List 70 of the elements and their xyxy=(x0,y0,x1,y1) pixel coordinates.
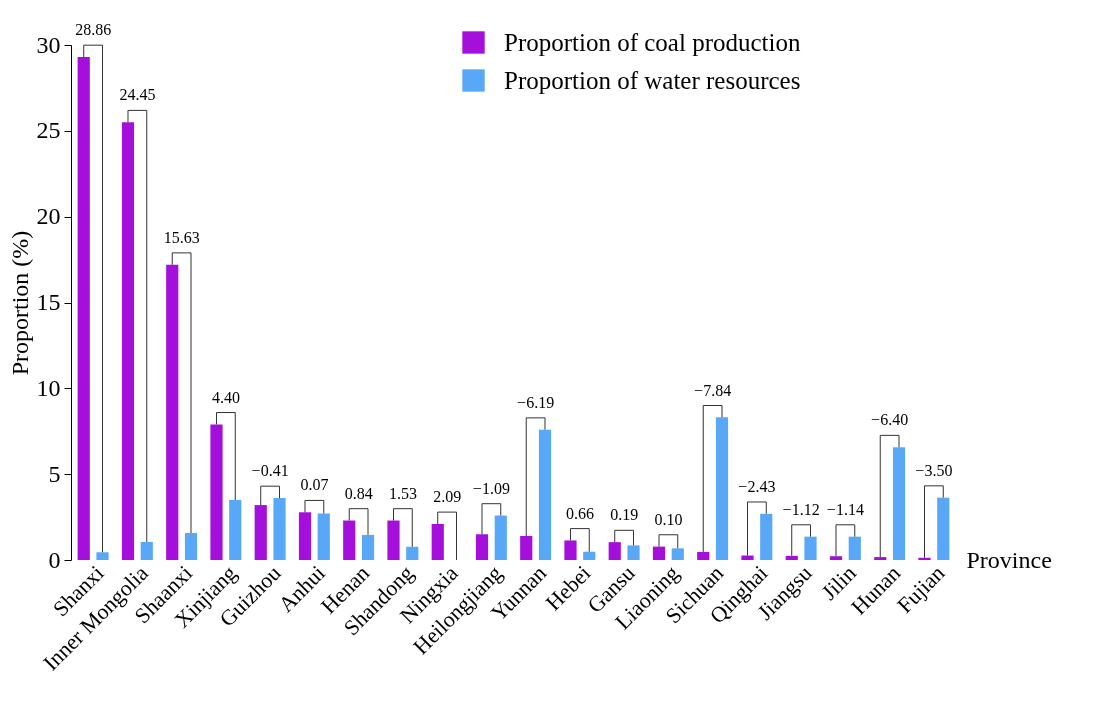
bar xyxy=(406,546,419,560)
bar xyxy=(829,556,843,560)
y-tick-label: 25 xyxy=(36,117,61,144)
bar xyxy=(715,417,729,560)
bar xyxy=(892,447,906,560)
legend-label: Proportion of coal production xyxy=(504,28,801,56)
bar xyxy=(273,498,286,560)
legend-label: Proportion of water resources xyxy=(504,66,801,94)
y-tick-label: 10 xyxy=(36,374,61,401)
bar xyxy=(317,513,330,560)
annotation: −3.50 xyxy=(915,461,953,479)
bar xyxy=(77,57,90,560)
bar xyxy=(96,552,109,560)
bar xyxy=(210,424,223,560)
bar xyxy=(166,264,179,560)
bar xyxy=(361,534,375,560)
y-tick-label: 15 xyxy=(36,289,61,315)
bar xyxy=(608,542,621,560)
y-axis-title: Proportion (%) xyxy=(6,230,33,376)
annotation: −6.40 xyxy=(871,411,909,429)
annotation: 24.45 xyxy=(119,86,156,104)
bar xyxy=(785,555,798,560)
x-axis-title: Province xyxy=(966,546,1052,573)
bar xyxy=(494,515,507,560)
annotation: 1.53 xyxy=(388,484,417,502)
annotation: −1.14 xyxy=(826,500,864,518)
y-tick-label: 5 xyxy=(48,460,61,487)
annotation: 4.40 xyxy=(211,388,240,406)
bar xyxy=(937,497,950,560)
bar xyxy=(564,540,577,560)
annotation: −0.41 xyxy=(251,462,289,480)
bar xyxy=(520,535,533,560)
y-tick-label: 0 xyxy=(48,546,61,573)
annotation: 0.10 xyxy=(654,510,683,528)
bar xyxy=(848,536,861,560)
bar xyxy=(229,499,242,560)
bar xyxy=(918,557,931,560)
bar xyxy=(184,533,198,560)
bar xyxy=(538,429,552,560)
annotation: 15.63 xyxy=(163,228,200,246)
bar xyxy=(874,557,887,560)
bar xyxy=(671,548,684,560)
y-tick-label: 20 xyxy=(36,203,61,230)
bar xyxy=(343,520,356,560)
annotation: 0.07 xyxy=(300,476,329,494)
bar xyxy=(298,512,312,560)
bar xyxy=(804,536,817,560)
annotation: 2.09 xyxy=(433,488,462,506)
annotation: −6.19 xyxy=(517,393,555,411)
bar xyxy=(387,520,400,560)
bar xyxy=(697,551,710,560)
bar xyxy=(652,546,666,560)
annotation: −1.09 xyxy=(472,479,510,497)
bar xyxy=(431,523,444,560)
annotation: −7.84 xyxy=(694,381,732,399)
bar xyxy=(140,541,153,560)
annotation: 0.84 xyxy=(344,484,373,502)
bar xyxy=(583,551,596,560)
annotation: −1.12 xyxy=(782,500,820,518)
annotation: 0.66 xyxy=(565,504,594,522)
bar xyxy=(121,122,135,560)
bar xyxy=(760,513,773,560)
bar xyxy=(627,545,640,560)
annotation: −2.43 xyxy=(738,477,776,495)
annotation: 0.19 xyxy=(610,506,639,524)
y-tick-label: 30 xyxy=(36,31,61,58)
bar xyxy=(475,534,489,560)
annotation: 28.86 xyxy=(75,21,112,39)
bar xyxy=(741,555,754,560)
bar xyxy=(254,505,267,560)
